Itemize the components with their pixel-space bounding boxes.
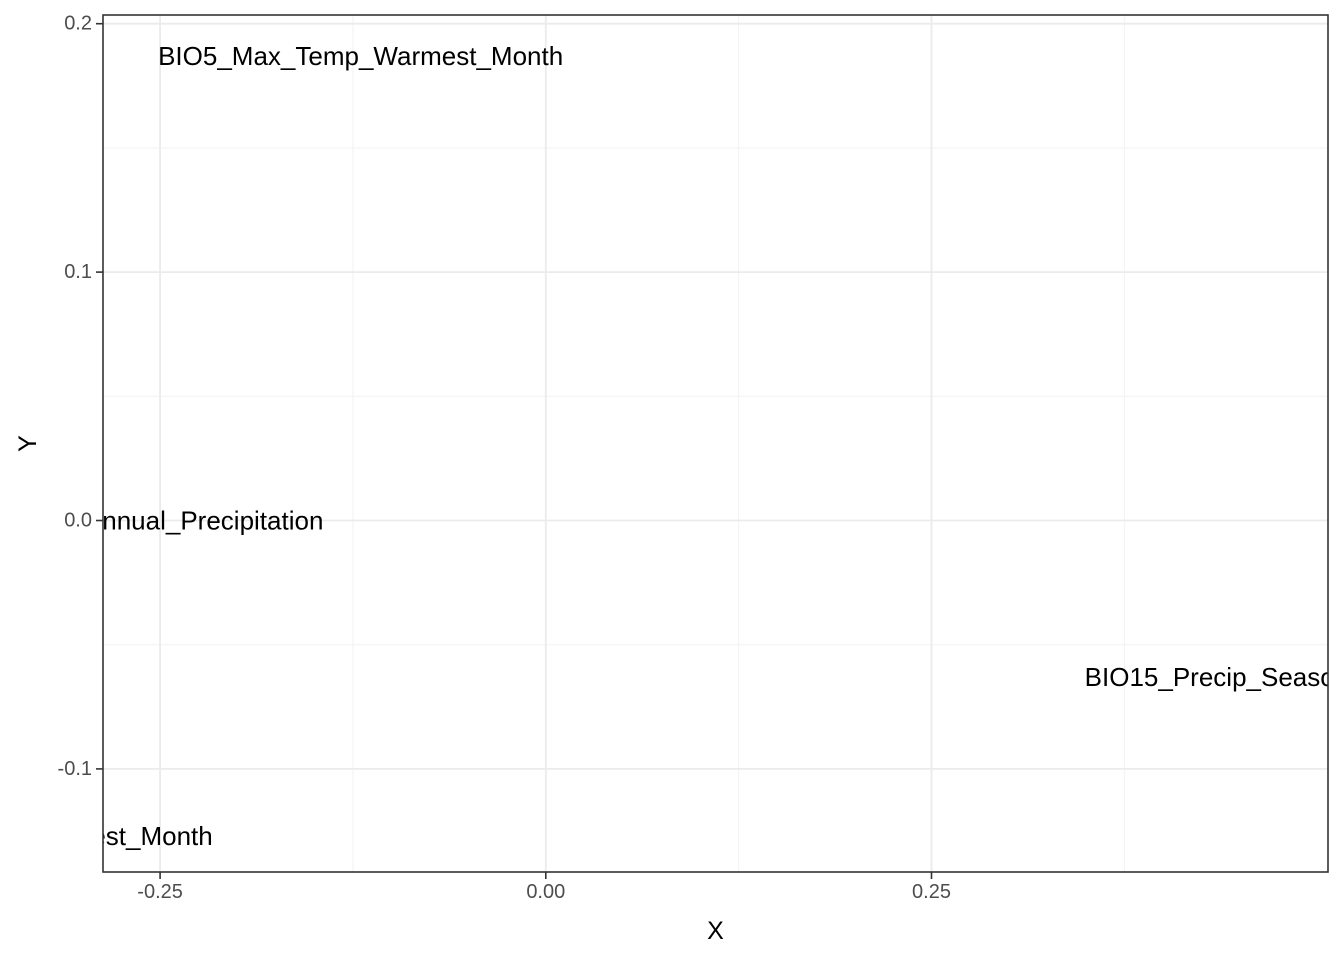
y-tick-label: 0.2 — [64, 13, 92, 35]
x-tick-label: -0.25 — [137, 881, 183, 903]
y-tick-label: -0.1 — [58, 758, 92, 780]
major-gridlines — [103, 15, 1328, 872]
point-labels: BIO5_Max_Temp_Warmest_Month BIO12_Annual_… — [0, 41, 1344, 851]
x-axis-title: X — [707, 917, 724, 945]
point-label: BIO15_Precip_Seasonality — [1085, 662, 1344, 692]
x-axis: -0.25 0.00 0.25 — [137, 872, 951, 903]
point-label: BIO12_Annual_Precipitation — [0, 506, 323, 536]
x-tick-label: 0.00 — [526, 881, 565, 903]
minor-gridlines — [103, 15, 1328, 872]
y-axis: -0.1 0.0 0.1 0.2 — [58, 13, 103, 780]
y-axis-title: Y — [14, 435, 42, 452]
panel-border — [102, 14, 1329, 873]
point-label: BIO5_Max_Temp_Warmest_Month — [158, 41, 563, 71]
point-label: BIO6_Min_Temp_Coldest_Month — [0, 821, 213, 851]
y-tick-label: 0.1 — [64, 261, 92, 283]
y-tick-label: 0.0 — [64, 510, 92, 532]
x-tick-label: 0.25 — [912, 881, 951, 903]
